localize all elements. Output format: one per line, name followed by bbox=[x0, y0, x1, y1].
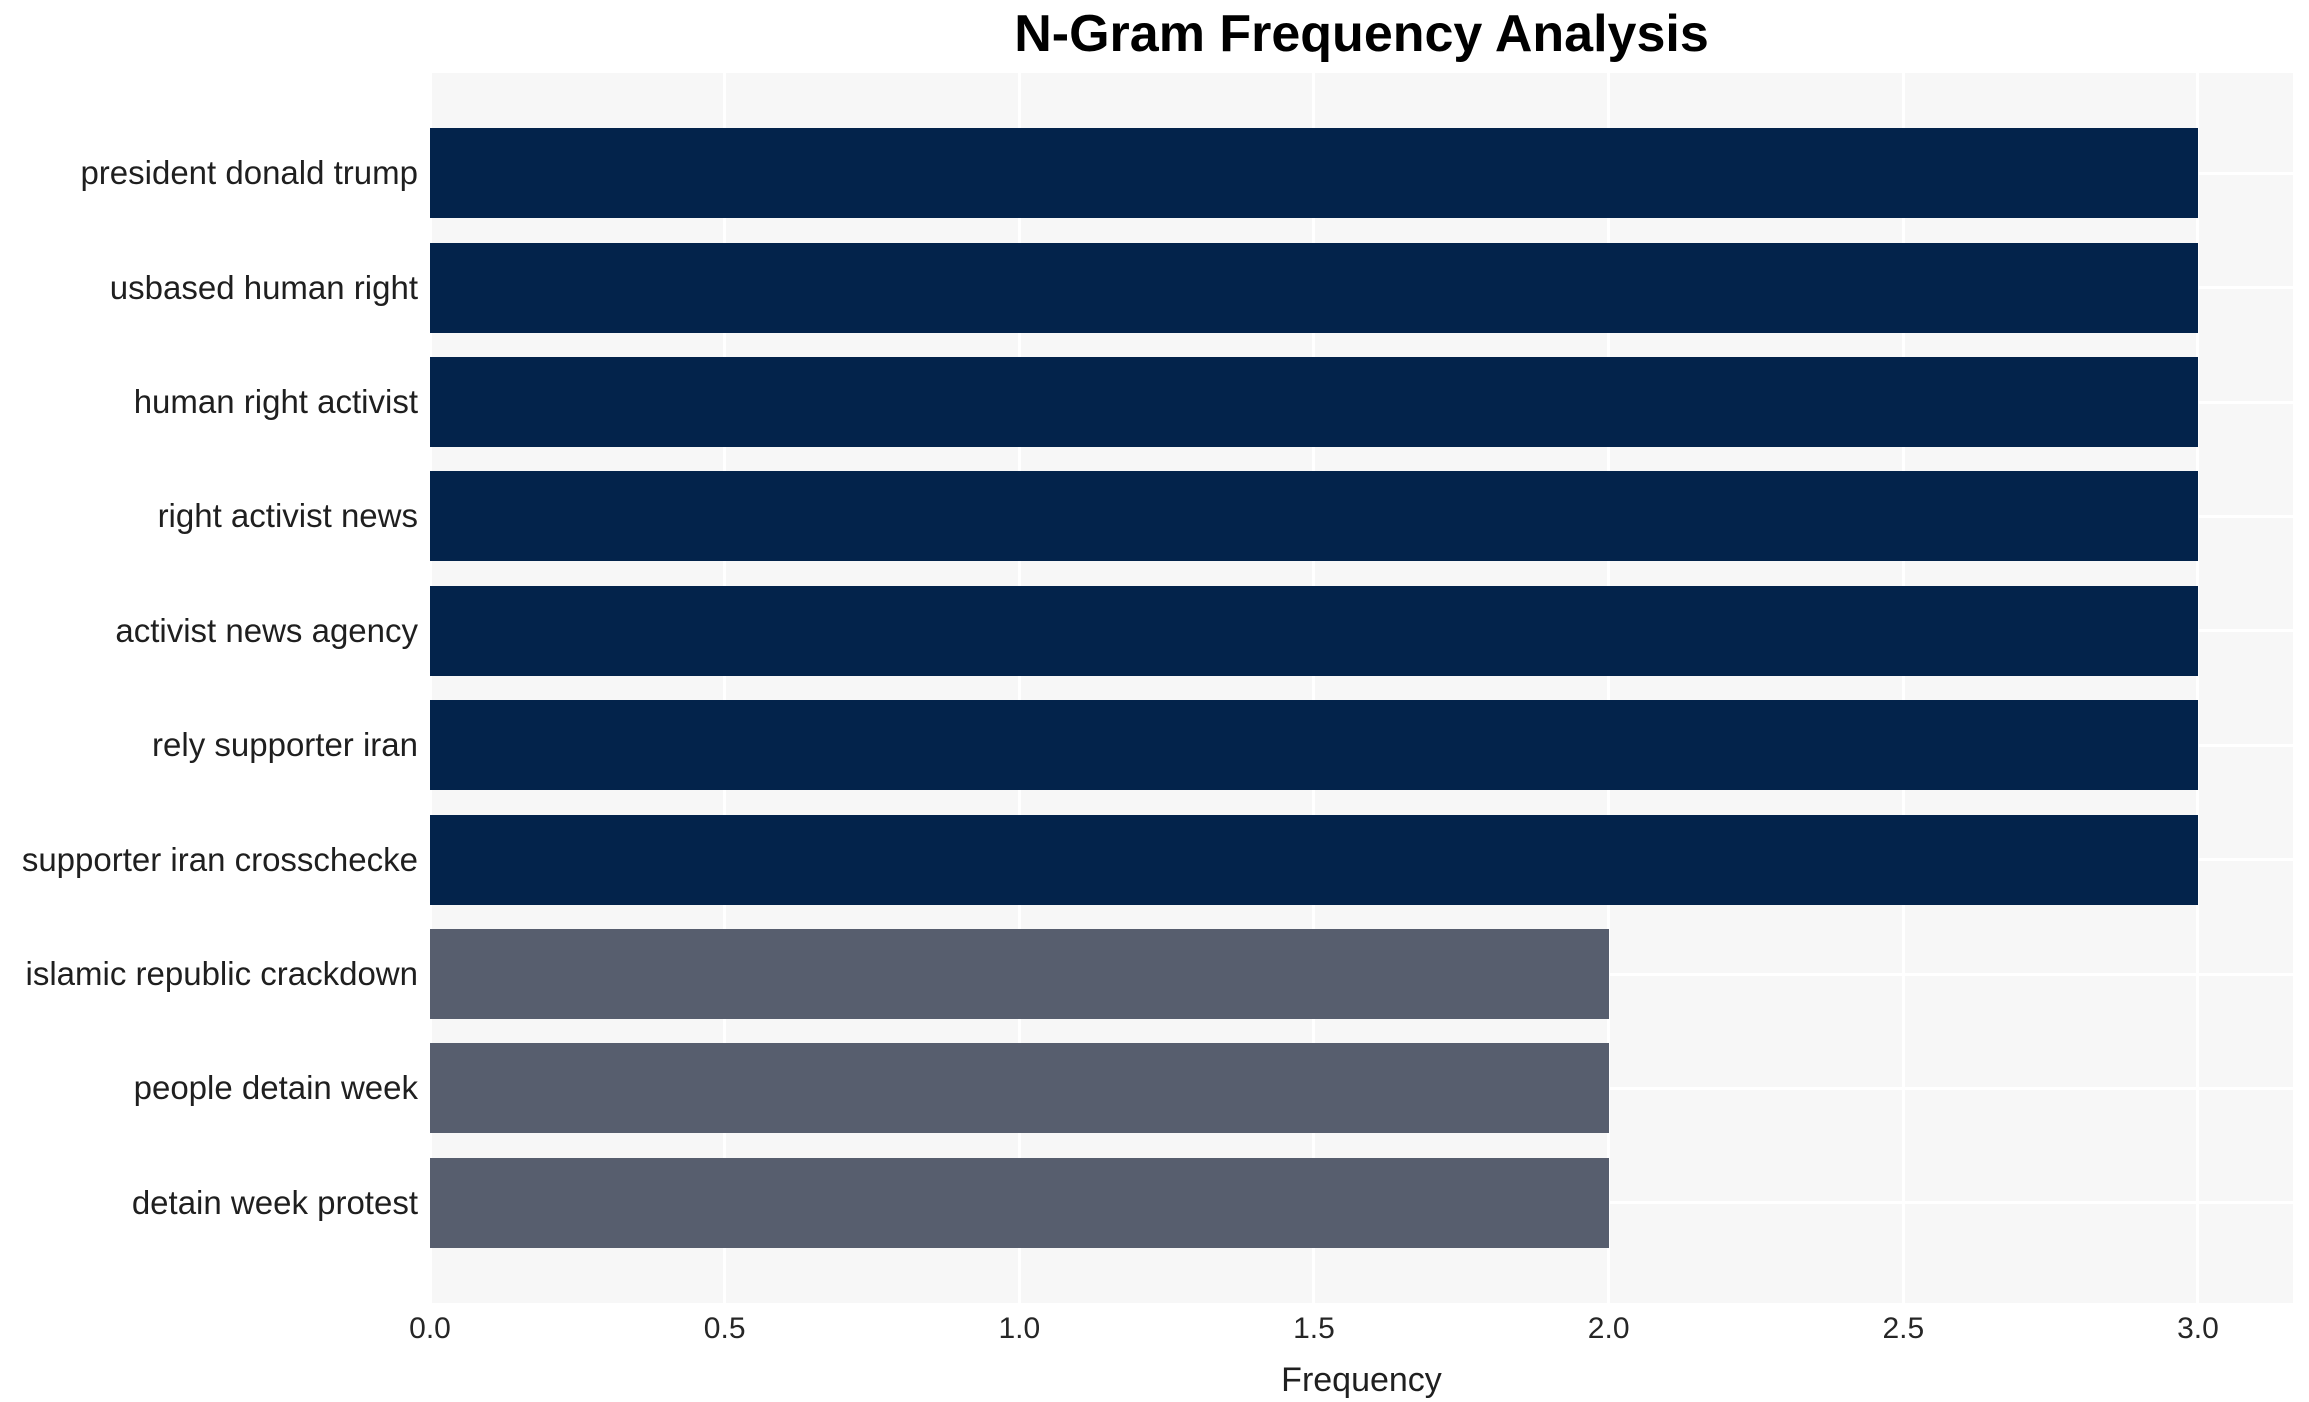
bar bbox=[430, 357, 2198, 447]
y-axis-label: people detain week bbox=[133, 1069, 418, 1107]
y-axis-label: activist news agency bbox=[115, 611, 418, 649]
plot-area bbox=[430, 73, 2293, 1303]
bar bbox=[430, 471, 2198, 562]
bar bbox=[430, 585, 2198, 676]
bar bbox=[430, 1043, 1609, 1134]
y-axis-label: supporter iran crosschecke bbox=[21, 840, 418, 878]
gridline-vertical bbox=[1017, 73, 1021, 1303]
gridline-vertical bbox=[723, 73, 727, 1303]
x-axis-title: Frequency bbox=[1281, 1361, 1442, 1399]
y-axis-label: detain week protest bbox=[131, 1183, 418, 1221]
y-axis-label: rely supporter iran bbox=[152, 726, 418, 764]
chart-title: N-Gram Frequency Analysis bbox=[1014, 5, 1709, 63]
bar bbox=[430, 700, 2198, 791]
bar bbox=[430, 128, 2198, 219]
x-tick-label: 0.0 bbox=[409, 1312, 451, 1345]
x-tick-label: 1.0 bbox=[998, 1312, 1041, 1345]
bar bbox=[430, 814, 2198, 905]
gridline-vertical bbox=[2196, 73, 2200, 1303]
y-axis-label: human right activist bbox=[133, 382, 418, 420]
bar bbox=[430, 929, 1609, 1019]
x-tick-label: 1.5 bbox=[1293, 1312, 1335, 1345]
x-tick-label: 3.0 bbox=[2177, 1312, 2219, 1345]
gridline-vertical bbox=[1607, 73, 1611, 1303]
x-tick-label: 2.5 bbox=[1882, 1312, 1925, 1345]
bar bbox=[430, 1157, 1609, 1248]
y-axis-label: right activist news bbox=[157, 497, 418, 535]
gridline-vertical bbox=[1901, 73, 1905, 1303]
gridline-vertical bbox=[430, 73, 432, 1303]
y-axis-label: islamic republic crackdown bbox=[25, 954, 418, 992]
x-tick-label: 0.5 bbox=[703, 1312, 746, 1345]
y-axis-label: usbased human right bbox=[109, 268, 418, 306]
bar bbox=[430, 242, 2198, 333]
x-tick-label: 2.0 bbox=[1587, 1312, 1630, 1345]
gridline-vertical bbox=[1312, 73, 1316, 1303]
y-axis-label: president donald trump bbox=[80, 154, 418, 192]
